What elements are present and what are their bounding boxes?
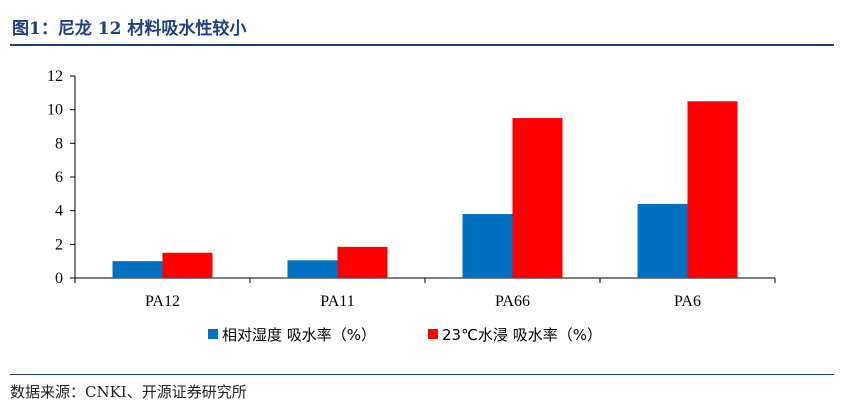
x-tick-label: PA66 <box>495 293 530 310</box>
x-tick-label: PA6 <box>674 293 701 310</box>
legend-swatch-series-2 <box>428 329 438 339</box>
y-tick-label: 12 <box>47 68 63 85</box>
bar-pa11-series-2 <box>337 246 388 278</box>
bar-pa66-series-2 <box>512 118 563 278</box>
bar-pa11-series-1 <box>287 260 338 278</box>
legend-label-series-2: 23℃水浸 吸水率（%） <box>442 326 602 344</box>
chart-bars <box>112 101 738 278</box>
x-tick-label: PA12 <box>145 293 180 310</box>
legend-label-series-1: 相对湿度 吸水率（%） <box>222 326 376 344</box>
chart-legend: 相对湿度 吸水率（%） 23℃水浸 吸水率（%） <box>208 326 602 344</box>
source-note: 数据来源：CNKI、开源证券研究所 <box>10 383 247 401</box>
bar-pa66-series-1 <box>462 214 513 278</box>
y-tick-label: 2 <box>55 236 63 253</box>
y-tick-label: 6 <box>55 169 63 186</box>
bar-pa12-series-1 <box>112 261 163 278</box>
footer-divider <box>10 374 834 375</box>
legend-swatch-series-1 <box>208 329 218 339</box>
y-tick-label: 8 <box>55 135 63 152</box>
bar-pa6-series-1 <box>637 203 688 278</box>
y-tick-label: 4 <box>55 203 63 220</box>
bar-pa6-series-2 <box>687 101 738 278</box>
y-tick-label: 10 <box>47 102 63 119</box>
y-tick-label: 0 <box>55 270 63 287</box>
x-tick-label: PA11 <box>320 293 354 310</box>
chart-labels: 0 2 4 6 8 10 12 PA12 PA11 PA66 PA6 <box>47 68 701 310</box>
figure-title: 图1：尼龙 12 材料吸水性较小 <box>12 19 247 39</box>
header-divider <box>10 44 834 46</box>
bar-pa12-series-2 <box>162 252 213 278</box>
